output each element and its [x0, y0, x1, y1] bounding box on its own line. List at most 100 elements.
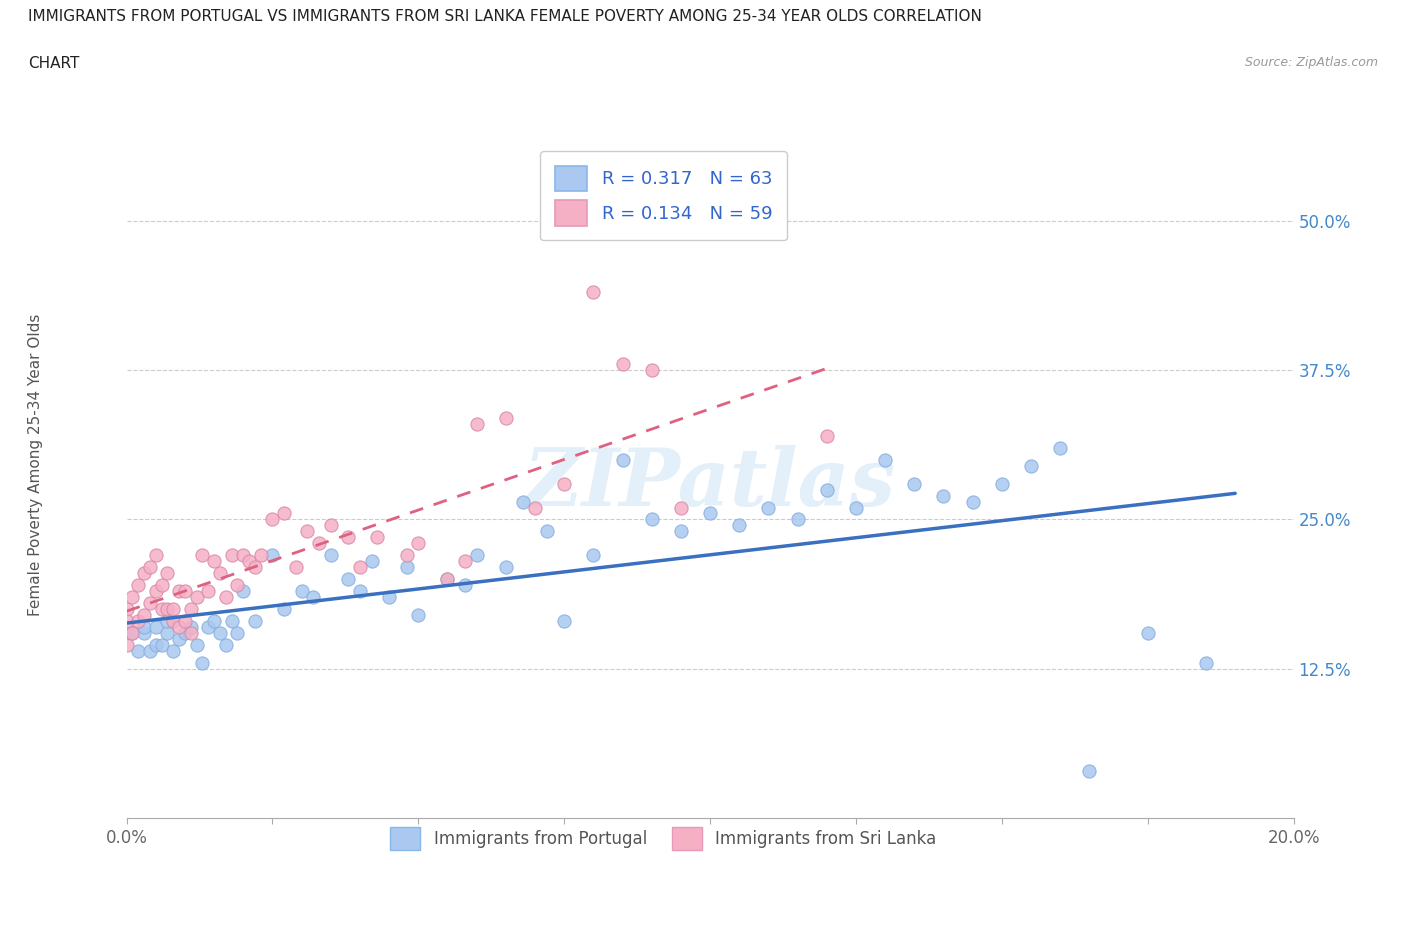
Point [208, 626, 231, 641]
Point [1195, 656, 1218, 671]
Point [162, 644, 184, 658]
Point [640, 512, 664, 527]
Point [1078, 764, 1101, 778]
Point [903, 476, 925, 491]
Point [308, 536, 330, 551]
Point [162, 602, 184, 617]
Point [454, 578, 477, 592]
Point [156, 602, 179, 617]
Point [536, 524, 558, 538]
Point [121, 626, 143, 641]
Point [297, 524, 319, 538]
Point [366, 530, 388, 545]
Point [132, 626, 155, 641]
Point [932, 488, 955, 503]
Point [495, 560, 517, 575]
Point [669, 500, 692, 515]
Text: ZIPatlas: ZIPatlas [524, 445, 896, 523]
Point [167, 631, 190, 646]
Point [553, 614, 575, 629]
Point [395, 548, 418, 563]
Text: IMMIGRANTS FROM PORTUGAL VS IMMIGRANTS FROM SRI LANKA FEMALE POVERTY AMONG 25-34: IMMIGRANTS FROM PORTUGAL VS IMMIGRANTS F… [28, 9, 981, 24]
Point [290, 584, 312, 599]
Point [243, 614, 266, 629]
Point [815, 429, 838, 444]
Point [512, 494, 534, 509]
Point [302, 590, 325, 604]
Point [121, 590, 143, 604]
Point [174, 626, 197, 641]
Point [640, 363, 664, 378]
Point [669, 524, 692, 538]
Point [524, 500, 547, 515]
Point [349, 584, 371, 599]
Point [156, 565, 179, 580]
Point [132, 607, 155, 622]
Point [115, 638, 138, 653]
Point [191, 656, 214, 671]
Point [786, 512, 808, 527]
Point [408, 536, 430, 551]
Point [1019, 458, 1042, 473]
Point [115, 626, 138, 641]
Point [612, 356, 634, 371]
Point [167, 584, 190, 599]
Point [845, 500, 868, 515]
Point [127, 614, 149, 629]
Point [156, 614, 179, 629]
Point [1136, 626, 1159, 641]
Point [273, 506, 295, 521]
Point [262, 548, 284, 563]
Point [319, 518, 342, 533]
Point [180, 602, 202, 617]
Point [186, 590, 208, 604]
Point [232, 548, 254, 563]
Point [337, 530, 360, 545]
Point [756, 500, 779, 515]
Point [990, 476, 1012, 491]
Text: CHART: CHART [28, 56, 80, 71]
Point [150, 602, 173, 617]
Point [1049, 440, 1071, 455]
Point [202, 614, 225, 629]
Point [202, 554, 225, 569]
Point [174, 584, 197, 599]
Point [612, 452, 634, 467]
Point [145, 584, 167, 599]
Point [197, 584, 219, 599]
Point [132, 619, 155, 634]
Point [465, 417, 488, 432]
Point [132, 565, 155, 580]
Point [167, 619, 190, 634]
Point [395, 560, 418, 575]
Point [815, 482, 838, 497]
Point [145, 548, 167, 563]
Point [249, 548, 271, 563]
Point [337, 572, 360, 587]
Point [582, 548, 605, 563]
Point [162, 614, 184, 629]
Point [273, 602, 295, 617]
Point [145, 638, 167, 653]
Point [232, 584, 254, 599]
Point [186, 638, 208, 653]
Point [115, 614, 138, 629]
Point [349, 560, 371, 575]
Point [495, 410, 517, 425]
Point [465, 548, 488, 563]
Point [226, 578, 249, 592]
Point [408, 607, 430, 622]
Point [139, 596, 162, 611]
Point [215, 638, 238, 653]
Point [127, 644, 149, 658]
Legend: Immigrants from Portugal, Immigrants from Sri Lanka: Immigrants from Portugal, Immigrants fro… [384, 820, 943, 857]
Point [221, 614, 243, 629]
Point [436, 572, 458, 587]
Point [699, 506, 721, 521]
Point [243, 560, 266, 575]
Point [582, 285, 605, 299]
Point [127, 578, 149, 592]
Point [454, 554, 477, 569]
Point [226, 626, 249, 641]
Point [284, 560, 307, 575]
